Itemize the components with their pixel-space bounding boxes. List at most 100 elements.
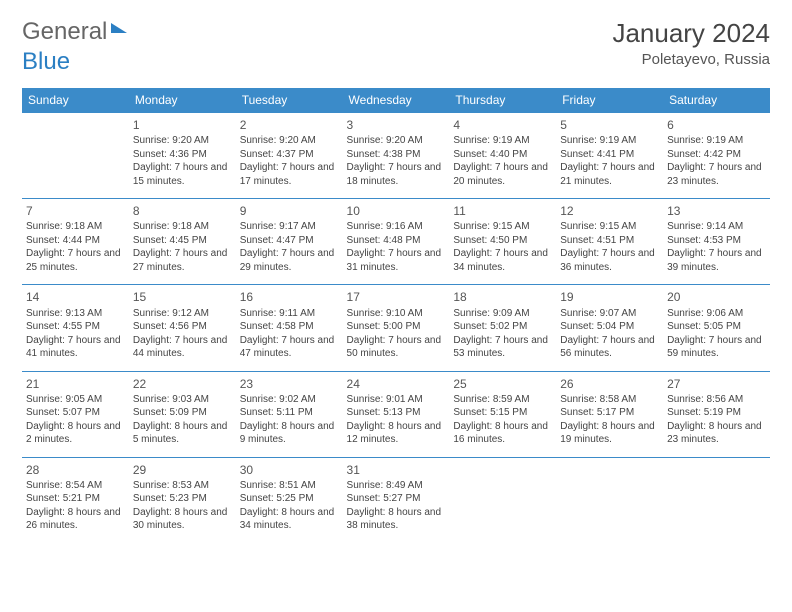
calendar-day-cell: 18Sunrise: 9:09 AMSunset: 5:02 PMDayligh… (449, 285, 556, 371)
day-number: 2 (240, 117, 339, 133)
calendar-day-cell: 10Sunrise: 9:16 AMSunset: 4:48 PMDayligh… (343, 199, 450, 285)
sunset-line: Sunset: 4:48 PM (347, 234, 446, 248)
calendar-day-cell: 12Sunrise: 9:15 AMSunset: 4:51 PMDayligh… (556, 199, 663, 285)
sunset-line: Sunset: 4:50 PM (453, 234, 552, 248)
sunrise-line: Sunrise: 9:07 AM (560, 307, 659, 321)
calendar-day-cell: 17Sunrise: 9:10 AMSunset: 5:00 PMDayligh… (343, 285, 450, 371)
calendar-week-row: 28Sunrise: 8:54 AMSunset: 5:21 PMDayligh… (22, 457, 770, 543)
daylight-line: Daylight: 7 hours and 29 minutes. (240, 247, 339, 274)
sunset-line: Sunset: 5:04 PM (560, 320, 659, 334)
day-number: 24 (347, 376, 446, 392)
logo: General (22, 18, 129, 46)
calendar-day-cell (663, 457, 770, 543)
calendar-day-cell: 1Sunrise: 9:20 AMSunset: 4:36 PMDaylight… (129, 113, 236, 199)
calendar-day-cell: 20 Sunrise: 9:06 AMSunset: 5:05 PMDayligh… (663, 285, 770, 371)
sunset-line: Sunset: 5:19 PM (667, 406, 766, 420)
sunrise-line: Sunrise: 9:18 AM (26, 220, 125, 234)
day-number: 28 (26, 462, 125, 478)
calendar-day-cell: 27Sunrise: 8:56 AMSunset: 5:19 PMDayligh… (663, 371, 770, 457)
day-number: 25 (453, 376, 552, 392)
calendar-day-cell: 13Sunrise: 9:14 AMSunset: 4:53 PMDayligh… (663, 199, 770, 285)
sunrise-line: Sunrise: 9:10 AM (347, 307, 446, 321)
day-header: Wednesday (343, 88, 450, 113)
page-title: January 2024 (612, 18, 770, 49)
daylight-line: Daylight: 7 hours and 23 minutes. (667, 161, 766, 188)
logo-sail-icon (111, 23, 127, 33)
sunset-line: Sunset: 4:51 PM (560, 234, 659, 248)
day-header: Monday (129, 88, 236, 113)
day-number: 26 (560, 376, 659, 392)
daylight-line: Daylight: 7 hours and 50 minutes. (347, 334, 446, 361)
daylight-line: Daylight: 7 hours and 56 minutes. (560, 334, 659, 361)
sunset-line: Sunset: 5:05 PM (667, 320, 766, 334)
calendar-day-cell: 9Sunrise: 9:17 AMSunset: 4:47 PMDaylight… (236, 199, 343, 285)
day-number: 4 (453, 117, 552, 133)
daylight-line: Daylight: 7 hours and 25 minutes. (26, 247, 125, 274)
calendar-day-cell: 15Sunrise: 9:12 AMSunset: 4:56 PMDayligh… (129, 285, 236, 371)
daylight-line: Daylight: 7 hours and 17 minutes. (240, 161, 339, 188)
calendar-day-cell: 4Sunrise: 9:19 AMSunset: 4:40 PMDaylight… (449, 113, 556, 199)
daylight-line: Daylight: 8 hours and 12 minutes. (347, 420, 446, 447)
calendar-day-cell: 22Sunrise: 9:03 AMSunset: 5:09 PMDayligh… (129, 371, 236, 457)
day-number: 3 (347, 117, 446, 133)
calendar-day-cell: 21Sunrise: 9:05 AMSunset: 5:07 PMDayligh… (22, 371, 129, 457)
calendar-day-cell: 28Sunrise: 8:54 AMSunset: 5:21 PMDayligh… (22, 457, 129, 543)
sunrise-line: Sunrise: 9:18 AM (133, 220, 232, 234)
day-number: 5 (560, 117, 659, 133)
day-number: 22 (133, 376, 232, 392)
sunrise-line: Sunrise: 9:15 AM (453, 220, 552, 234)
logo-text-general: General (22, 18, 107, 46)
calendar-table: SundayMondayTuesdayWednesdayThursdayFrid… (22, 88, 770, 543)
day-header: Friday (556, 88, 663, 113)
sunset-line: Sunset: 4:56 PM (133, 320, 232, 334)
daylight-line: Daylight: 7 hours and 47 minutes. (240, 334, 339, 361)
day-number: 15 (133, 289, 232, 305)
sunset-line: Sunset: 5:09 PM (133, 406, 232, 420)
calendar-day-cell: 14Sunrise: 9:13 AMSunset: 4:55 PMDayligh… (22, 285, 129, 371)
day-number: 10 (347, 203, 446, 219)
daylight-line: Daylight: 7 hours and 59 minutes. (667, 334, 766, 361)
sunset-line: Sunset: 5:15 PM (453, 406, 552, 420)
day-number: 8 (133, 203, 232, 219)
day-number: 20 (667, 289, 766, 305)
daylight-line: Daylight: 8 hours and 30 minutes. (133, 506, 232, 533)
sunset-line: Sunset: 5:11 PM (240, 406, 339, 420)
sunset-line: Sunset: 4:41 PM (560, 148, 659, 162)
sunrise-line: Sunrise: 9:20 AM (347, 134, 446, 148)
daylight-line: Daylight: 7 hours and 15 minutes. (133, 161, 232, 188)
sunrise-line: Sunrise: 9:16 AM (347, 220, 446, 234)
day-header: Sunday (22, 88, 129, 113)
day-number: 30 (240, 462, 339, 478)
sunrise-line: Sunrise: 9:19 AM (453, 134, 552, 148)
calendar-day-cell: 5Sunrise: 9:19 AMSunset: 4:41 PMDaylight… (556, 113, 663, 199)
calendar-day-cell: 3Sunrise: 9:20 AMSunset: 4:38 PMDaylight… (343, 113, 450, 199)
calendar-day-cell (449, 457, 556, 543)
sunset-line: Sunset: 4:37 PM (240, 148, 339, 162)
calendar-body: 1Sunrise: 9:20 AMSunset: 4:36 PMDaylight… (22, 113, 770, 543)
daylight-line: Daylight: 7 hours and 34 minutes. (453, 247, 552, 274)
sunset-line: Sunset: 5:25 PM (240, 492, 339, 506)
sunrise-line: Sunrise: 9:05 AM (26, 393, 125, 407)
location-label: Poletayevo, Russia (612, 51, 770, 68)
daylight-line: Daylight: 7 hours and 20 minutes. (453, 161, 552, 188)
sunrise-line: Sunrise: 9:14 AM (667, 220, 766, 234)
sunrise-line: Sunrise: 8:56 AM (667, 393, 766, 407)
sunset-line: Sunset: 5:27 PM (347, 492, 446, 506)
calendar-day-cell: 2Sunrise: 9:20 AMSunset: 4:37 PMDaylight… (236, 113, 343, 199)
calendar-day-cell: 29Sunrise: 8:53 AMSunset: 5:23 PMDayligh… (129, 457, 236, 543)
sunset-line: Sunset: 5:07 PM (26, 406, 125, 420)
sunset-line: Sunset: 4:45 PM (133, 234, 232, 248)
day-number: 21 (26, 376, 125, 392)
sunrise-line: Sunrise: 9:20 AM (240, 134, 339, 148)
day-header: Tuesday (236, 88, 343, 113)
calendar-day-cell: 25Sunrise: 8:59 AMSunset: 5:15 PMDayligh… (449, 371, 556, 457)
calendar-week-row: 21Sunrise: 9:05 AMSunset: 5:07 PM Dayligh… (22, 371, 770, 457)
sunrise-line: Sunrise: 9:06 AM (667, 307, 766, 321)
sunrise-line: Sunrise: 9:17 AM (240, 220, 339, 234)
sunrise-line: Sunrise: 8:58 AM (560, 393, 659, 407)
calendar-day-cell: 26Sunrise: 8:58 AMSunset: 5:17 PMDayligh… (556, 371, 663, 457)
day-number: 27 (667, 376, 766, 392)
calendar-day-cell: 11Sunrise: 9:15 AMSunset: 4:50 PMDayligh… (449, 199, 556, 285)
day-header: Thursday (449, 88, 556, 113)
day-number: 1 (133, 117, 232, 133)
